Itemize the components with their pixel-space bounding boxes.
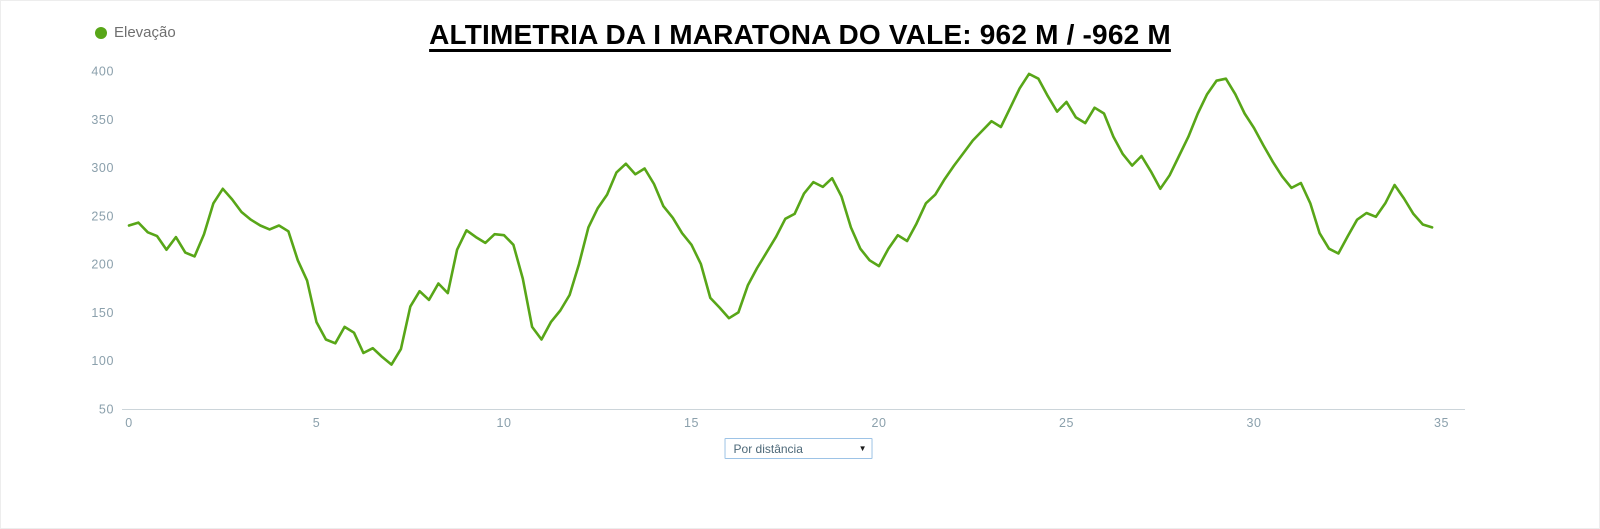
x-axis-tick-label: 30 (1246, 416, 1261, 430)
distance-mode-select-value: Por distância (733, 441, 803, 456)
x-axis-tick-label: 15 (684, 416, 699, 430)
y-axis-tick-label: 300 (91, 161, 114, 175)
y-axis-tick-label: 350 (91, 113, 114, 127)
y-axis-tick-label: 200 (91, 258, 114, 272)
y-axis-tick-label: 50 (99, 403, 114, 417)
x-axis-tick-label: 0 (125, 416, 133, 430)
legend-series-dot-icon (95, 26, 107, 39)
x-axis-tick-label: 35 (1434, 416, 1449, 430)
x-axis-tick-label: 25 (1059, 416, 1074, 430)
x-axis-tick-label: 10 (496, 416, 511, 430)
x-axis-tick-label: 20 (871, 416, 886, 430)
x-axis-tick-label: 5 (313, 416, 321, 430)
distance-mode-select[interactable]: Por distância ▼ (724, 438, 873, 459)
dropdown-arrow-icon: ▼ (858, 443, 867, 453)
elevation-line (127, 72, 1434, 366)
y-axis-tick-label: 400 (91, 65, 114, 79)
y-axis-tick-label: 100 (91, 354, 114, 368)
y-axis-tick-label: 250 (91, 209, 114, 223)
chart-legend: Elevação (95, 24, 176, 41)
legend-series-label: Elevação (114, 24, 176, 41)
y-axis-tick-label: 150 (91, 306, 114, 320)
